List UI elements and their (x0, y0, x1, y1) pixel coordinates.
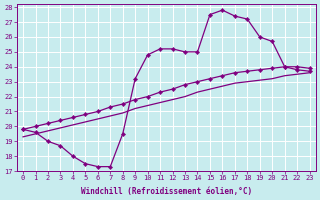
X-axis label: Windchill (Refroidissement éolien,°C): Windchill (Refroidissement éolien,°C) (81, 187, 252, 196)
